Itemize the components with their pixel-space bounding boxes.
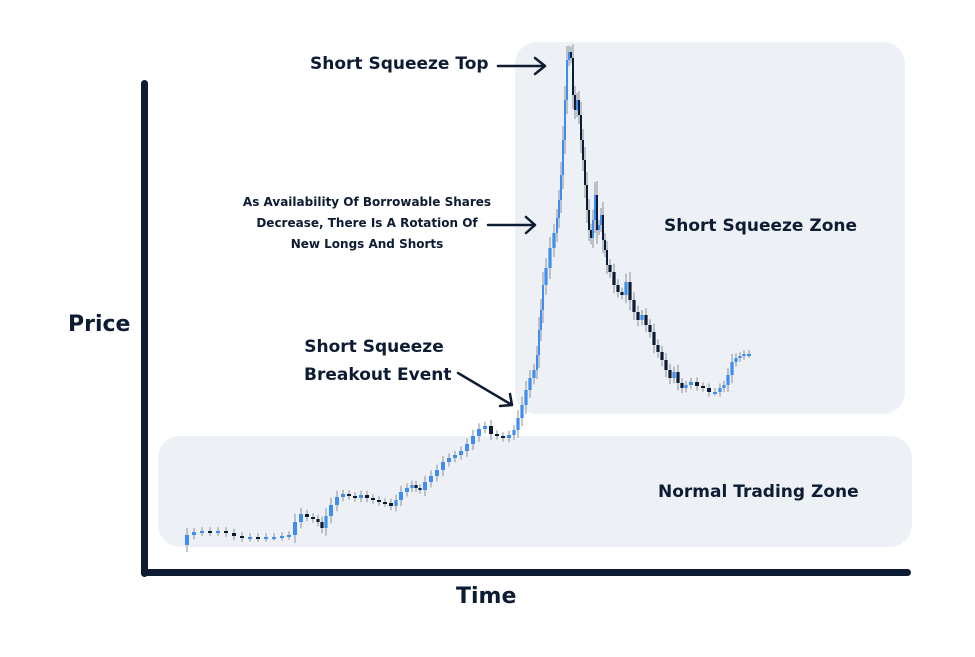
annotation-breakout-line: Breakout Event [304, 365, 452, 385]
arrow-icon [486, 215, 537, 235]
y-axis-line [141, 80, 148, 577]
annotation-rotation-line: As Availability Of Borrowable Shares [242, 195, 492, 209]
normal-trading-zone-label: Normal Trading Zone [658, 482, 859, 502]
normal-trading-zone [158, 436, 912, 547]
y-axis-label: Price [68, 312, 131, 337]
annotation-rotation-line: New Longs And Shorts [290, 237, 444, 251]
short-squeeze-zone-label: Short Squeeze Zone [664, 216, 858, 236]
annotation-rotation: As Availability Of Borrowable Shares Dec… [222, 192, 512, 255]
annotation-breakout-line: Short Squeeze [304, 337, 444, 357]
x-axis-label: Time [456, 584, 517, 609]
annotation-squeeze-top: Short Squeeze Top [310, 54, 489, 74]
arrow-icon [496, 56, 547, 76]
annotation-rotation-line: Decrease, There Is A Rotation Of [256, 216, 478, 230]
arrow-icon [456, 371, 514, 408]
candlestick-series [185, 44, 751, 552]
annotation-breakout: Short Squeeze Breakout Event [304, 333, 452, 389]
x-axis-line [141, 569, 911, 576]
